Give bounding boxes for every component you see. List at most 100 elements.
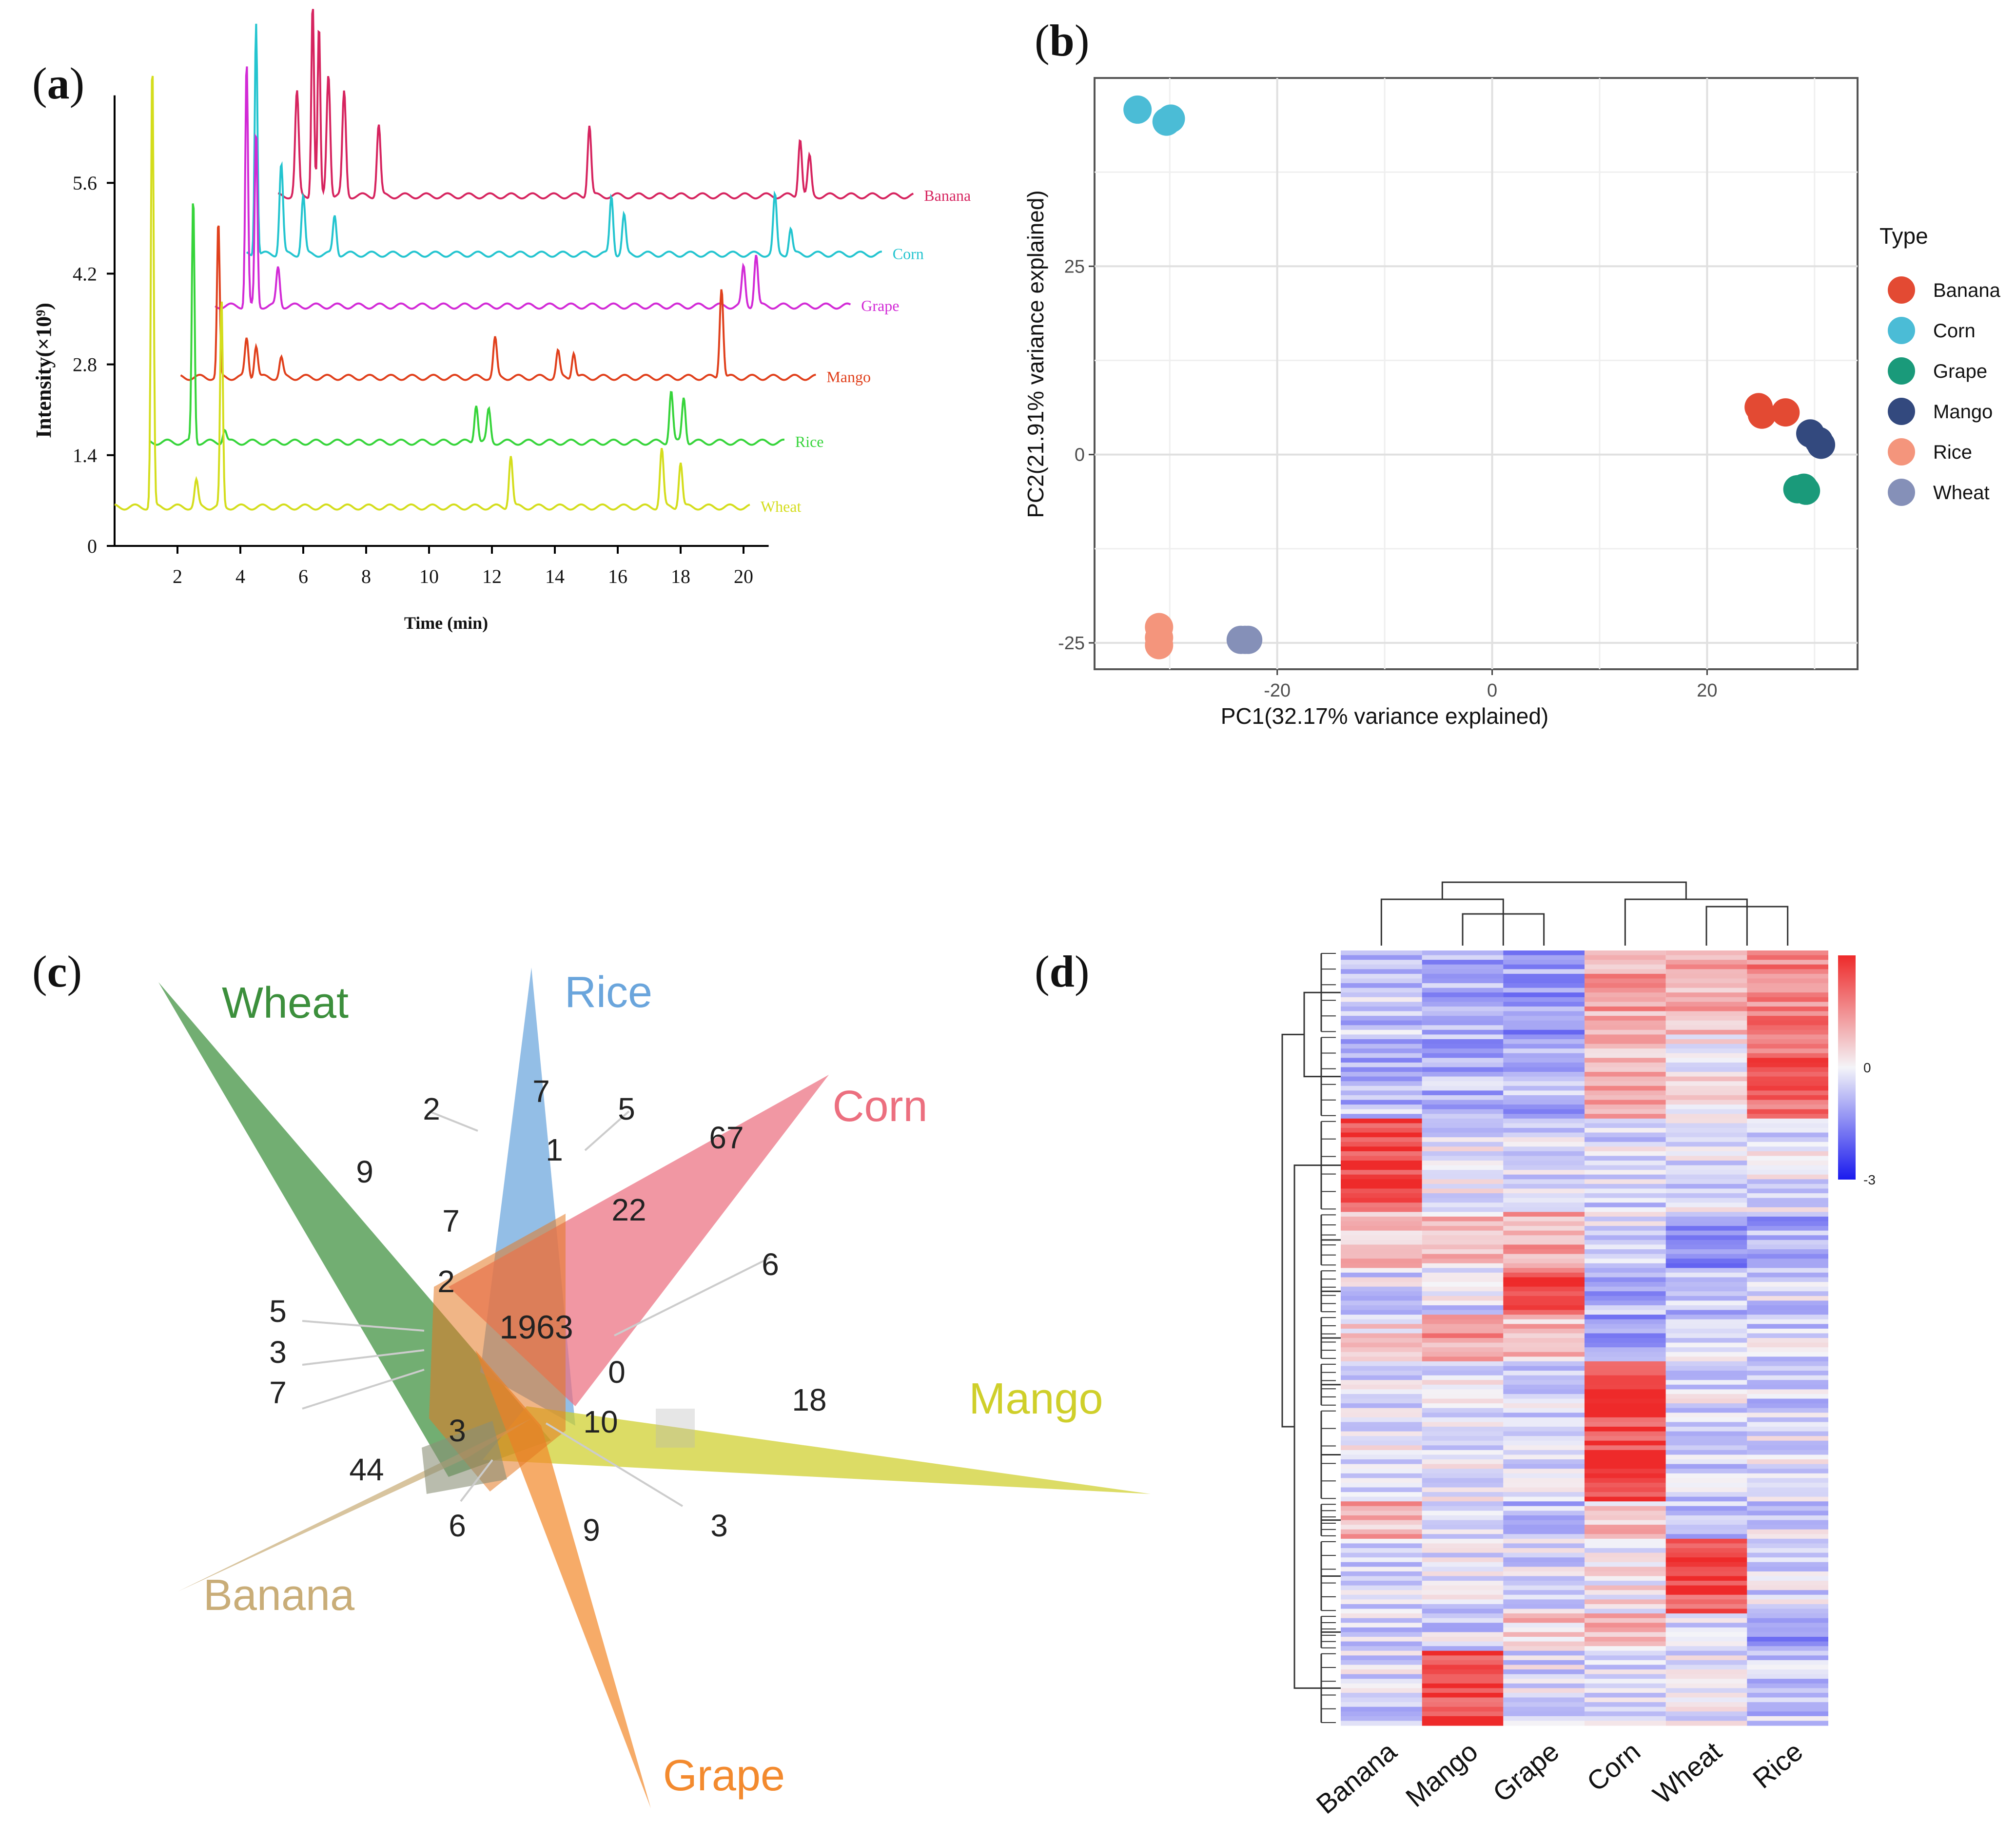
heatmap-cell bbox=[1747, 1487, 1828, 1492]
heatmap-cell bbox=[1585, 1058, 1666, 1063]
heatmap-cell bbox=[1341, 1179, 1422, 1184]
heatmap-cell bbox=[1503, 1487, 1585, 1492]
heatmap-cell bbox=[1665, 1123, 1747, 1128]
heatmap-cell bbox=[1665, 1183, 1747, 1189]
heatmap-column-label: Rice bbox=[1747, 1736, 1808, 1794]
heatmap-cell bbox=[1585, 1123, 1666, 1128]
heatmap-cell bbox=[1747, 1034, 1828, 1040]
heatmap-cell bbox=[1585, 1244, 1666, 1250]
heatmap-cell bbox=[1665, 1618, 1747, 1623]
heatmap-cell bbox=[1341, 1655, 1422, 1661]
legend-swatch-mango bbox=[1888, 398, 1915, 425]
heatmap-cell bbox=[1665, 1221, 1747, 1226]
heatmap-cell bbox=[1747, 1650, 1828, 1656]
heatmap-cell bbox=[1503, 1062, 1585, 1068]
heatmap-cell bbox=[1665, 1552, 1747, 1558]
heatmap-cell bbox=[1341, 1076, 1422, 1082]
venn-set-label-grape: Grape bbox=[663, 1751, 785, 1800]
heatmap-cell bbox=[1585, 1627, 1666, 1633]
heatmap-cell bbox=[1665, 1380, 1747, 1385]
heatmap-cell bbox=[1341, 1702, 1422, 1707]
heatmap-cell bbox=[1341, 1161, 1422, 1166]
heatmap-cell bbox=[1503, 1137, 1585, 1143]
heatmap-cell bbox=[1665, 1464, 1747, 1469]
heatmap-cell bbox=[1341, 997, 1422, 1002]
heatmap-cell bbox=[1747, 1473, 1828, 1478]
heatmap-cell bbox=[1422, 1216, 1504, 1222]
heatmap-cell bbox=[1422, 1034, 1504, 1040]
heatmap-cell bbox=[1422, 1618, 1504, 1623]
heatmap-cell bbox=[1747, 1076, 1828, 1082]
heatmap-cell bbox=[1422, 1296, 1504, 1301]
heatmap-cell bbox=[1747, 960, 1828, 965]
heatmap-cell bbox=[1585, 1137, 1666, 1143]
x-tick-label: 4 bbox=[235, 565, 245, 587]
heatmap-cell bbox=[1422, 1398, 1504, 1404]
heatmap-cell bbox=[1422, 983, 1504, 989]
heatmap-cell bbox=[1665, 1655, 1747, 1661]
heatmap-cell bbox=[1341, 1716, 1422, 1722]
heatmap-cell bbox=[1665, 1646, 1747, 1651]
heatmap-cell bbox=[1341, 969, 1422, 974]
heatmap-cell bbox=[1585, 1193, 1666, 1199]
heatmap-cell bbox=[1665, 1156, 1747, 1161]
heatmap-cell bbox=[1341, 1174, 1422, 1180]
heatmap-cell bbox=[1341, 1324, 1422, 1329]
heatmap-cell bbox=[1665, 1496, 1747, 1502]
heatmap-cell bbox=[1503, 960, 1585, 965]
heatmap-cell bbox=[1747, 1286, 1828, 1292]
heatmap-cell bbox=[1422, 1688, 1504, 1693]
heatmap-cell bbox=[1503, 1683, 1585, 1688]
heatmap-cell bbox=[1422, 1557, 1504, 1563]
heatmap-cell bbox=[1341, 1183, 1422, 1189]
heatmap-cell bbox=[1341, 1034, 1422, 1040]
heatmap-cell bbox=[1422, 1259, 1504, 1264]
heatmap-cell bbox=[1503, 1221, 1585, 1226]
heatmap-cell bbox=[1747, 1296, 1828, 1301]
heatmap-cell bbox=[1747, 1146, 1828, 1152]
heatmap-cell bbox=[1503, 1440, 1585, 1446]
heatmap-cell bbox=[1341, 1286, 1422, 1292]
legend-title: Type bbox=[1879, 223, 1928, 249]
y-tick-label: 1.4 bbox=[73, 445, 97, 466]
heatmap-cell bbox=[1422, 1371, 1504, 1376]
heatmap-cell bbox=[1585, 1315, 1666, 1320]
heatmap-cell bbox=[1585, 1324, 1666, 1329]
heatmap-cell bbox=[1665, 1581, 1747, 1586]
heatmap-cell bbox=[1665, 1127, 1747, 1133]
heatmap-cell bbox=[1341, 1562, 1422, 1567]
heatmap-cell bbox=[1422, 1272, 1504, 1278]
heatmap-cell bbox=[1747, 1277, 1828, 1282]
heatmap-cell bbox=[1747, 1440, 1828, 1446]
heatmap-cell bbox=[1585, 960, 1666, 965]
heatmap-cell bbox=[1422, 1188, 1504, 1194]
heatmap-cell bbox=[1503, 1422, 1585, 1427]
heatmap-cell bbox=[1665, 1576, 1747, 1581]
heatmap-cell bbox=[1503, 1263, 1585, 1268]
heatmap-cell bbox=[1665, 1076, 1747, 1082]
heatmap-cell bbox=[1341, 1567, 1422, 1572]
column-dendrogram-branch bbox=[1380, 898, 1504, 946]
heatmap-cell bbox=[1503, 1151, 1585, 1157]
heatmap-cell bbox=[1422, 1679, 1504, 1684]
heatmap-cell bbox=[1585, 1072, 1666, 1077]
heatmap-cell bbox=[1585, 1188, 1666, 1194]
heatmap-cell bbox=[1503, 1025, 1585, 1030]
heatmap-cell bbox=[1585, 1328, 1666, 1334]
heatmap-cell bbox=[1422, 1109, 1504, 1114]
heatmap-cell bbox=[1422, 1627, 1504, 1633]
heatmap-cell bbox=[1747, 1002, 1828, 1007]
heatmap-cell bbox=[1665, 950, 1747, 956]
heatmap-cell bbox=[1665, 988, 1747, 993]
y-tick-label: 5.6 bbox=[73, 172, 97, 194]
heatmap-cell bbox=[1585, 1259, 1666, 1264]
heatmap-cell bbox=[1341, 978, 1422, 984]
heatmap-cell bbox=[1585, 1679, 1666, 1684]
heatmap-cell bbox=[1341, 1081, 1422, 1086]
heatmap-cell bbox=[1422, 1403, 1504, 1409]
heatmap-cell bbox=[1747, 1156, 1828, 1161]
heatmap-cell bbox=[1747, 1529, 1828, 1534]
heatmap-cell bbox=[1665, 1174, 1747, 1180]
heatmap-cell bbox=[1422, 1450, 1504, 1455]
heatmap-cell bbox=[1341, 1375, 1422, 1380]
